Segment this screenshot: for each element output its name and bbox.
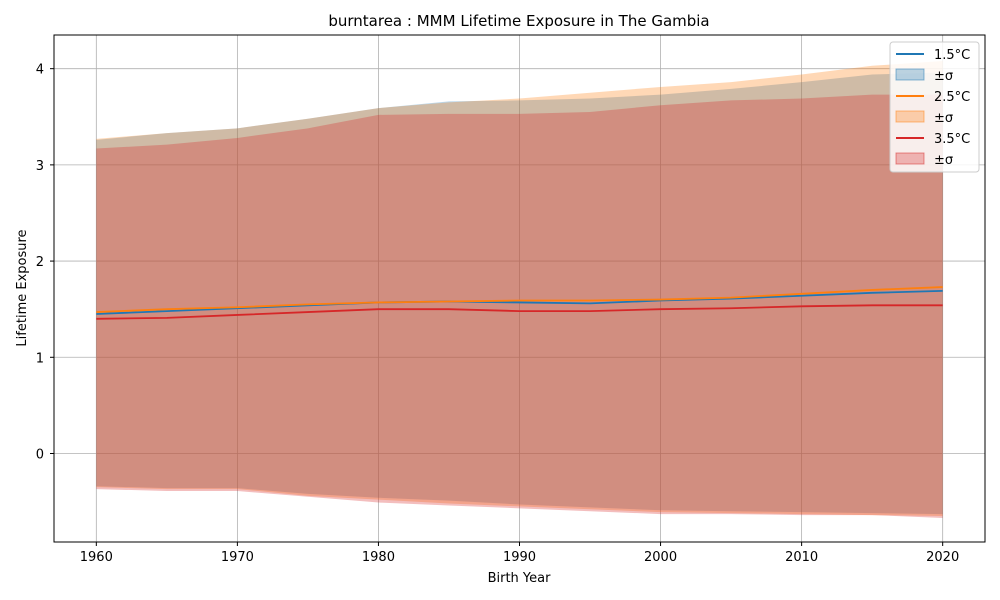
x-tick-label: 1970 <box>221 550 254 565</box>
x-tick-label: 2010 <box>785 550 818 565</box>
legend-label-3-5c-sigma: ±σ <box>934 153 953 168</box>
y-tick-label: 2 <box>36 255 44 270</box>
x-axis-label: Birth Year <box>488 571 552 586</box>
series-line-3-5c <box>96 304 943 320</box>
grid <box>54 35 985 542</box>
legend-patch-3-5c-sigma <box>895 152 925 165</box>
y-tick-label: 4 <box>36 63 44 78</box>
y-tick-label: 3 <box>36 159 44 174</box>
x-tick-label: 1980 <box>362 550 395 565</box>
series-line-1-5c <box>96 290 943 315</box>
x-tick-label: 2020 <box>926 550 959 565</box>
legend-label-1-5c-sigma: ±σ <box>934 69 953 84</box>
sigma-band-1-5c <box>96 72 943 515</box>
legend-label-3-5c: 3.5°C <box>934 132 970 147</box>
sigma-band-3-5c <box>96 94 943 518</box>
series-line-2-5c <box>96 286 943 313</box>
y-axis-ticks: 0 1 2 3 4 <box>36 63 54 462</box>
x-axis-ticks: 1960 1970 1980 1990 2000 2010 2020 <box>80 542 959 565</box>
legend-label-2-5c: 2.5°C <box>934 90 970 105</box>
x-tick-label: 1960 <box>80 550 113 565</box>
chart-title: burntarea : MMM Lifetime Exposure in The… <box>328 12 709 30</box>
legend-box <box>889 41 980 173</box>
legend: 1.5°C ±σ 2.5°C ±σ 3.5°C ±σ <box>889 41 980 173</box>
series-lines <box>96 286 943 320</box>
sigma-band-2-5c <box>96 60 943 517</box>
y-axis-label: Lifetime Exposure <box>15 229 30 346</box>
y-tick-label: 1 <box>36 351 44 366</box>
sigma-bands <box>96 60 943 518</box>
legend-label-2-5c-sigma: ±σ <box>934 111 953 126</box>
y-tick-label: 0 <box>36 447 44 462</box>
x-tick-label: 1990 <box>503 550 536 565</box>
x-tick-label: 2000 <box>644 550 677 565</box>
legend-patch-2-5c-sigma <box>895 110 925 123</box>
legend-patch-1-5c-sigma <box>895 68 925 81</box>
legend-label-1-5c: 1.5°C <box>934 48 970 63</box>
